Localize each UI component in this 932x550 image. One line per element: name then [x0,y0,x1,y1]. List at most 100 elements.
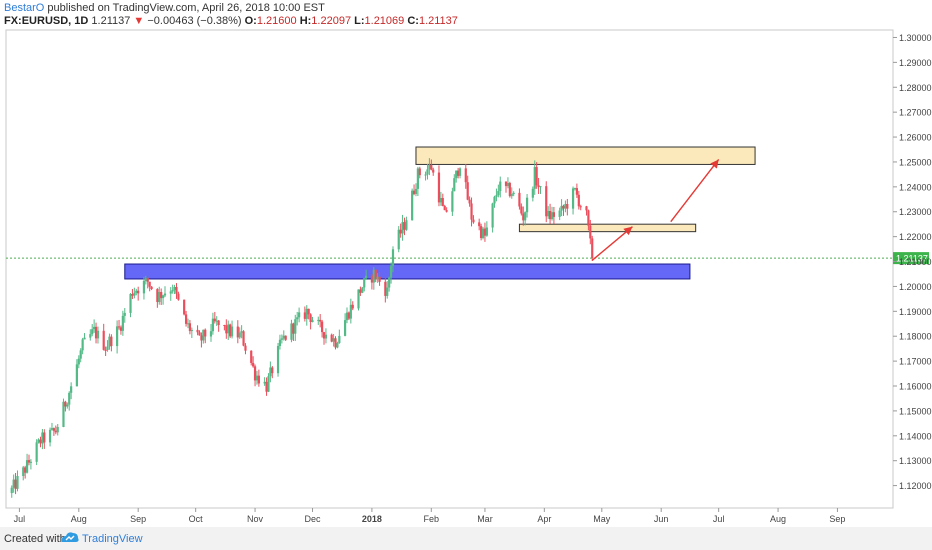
y-tick-label: 1.19000 [899,307,932,317]
x-tick-label: Oct [189,514,204,524]
candle-up [116,326,119,347]
candle-up [227,324,230,334]
close-label: C: [407,15,419,27]
candle-up [89,334,92,338]
candle-down [252,362,255,367]
publish-info: published on TradingView.com, April 26, … [47,2,325,14]
candle-up [278,339,282,346]
candle-down [137,290,140,294]
candle-up [539,186,542,188]
candle-up [453,178,456,192]
candle-down [587,210,590,226]
candle-down [198,332,201,336]
candle-up [211,318,215,332]
candle-down [566,204,569,209]
candle-up [564,204,567,209]
chart-header: BestarO published on TradingView.com, Ap… [4,2,458,28]
candle-down [24,467,27,473]
open-value: 1.21600 [256,15,297,27]
candle-down [472,219,475,223]
candle-up [171,290,174,292]
candle-down [223,325,226,327]
candle-up [108,336,111,347]
candle-up [106,346,109,351]
y-tick-label: 1.24000 [899,182,932,192]
candle-down [242,331,245,346]
y-tick-label: 1.26000 [899,133,932,143]
candle-down [577,194,580,207]
candle-up [133,292,136,296]
candle-up [439,198,442,203]
candle-up [290,323,293,340]
x-tick-label: Aug [770,514,786,524]
candle-up [411,190,414,221]
current-price-tag [893,252,929,265]
candle-up [324,334,328,339]
candle-up [493,196,496,204]
candle-down [236,326,239,338]
candle-down [322,332,326,339]
y-tick-label: 1.21000 [899,257,932,267]
footer-brand-link[interactable]: TradingView [82,533,143,545]
candle-down [518,192,521,207]
candle-up [361,287,364,293]
candle-up [142,280,146,294]
price-chart[interactable]: 1.21137 1.30000 1.29000 1.28000 1.27000 1.26… [0,0,932,527]
candle-up [481,228,485,239]
x-tick-label: Jun [654,514,669,524]
candle-up [25,460,29,473]
support-zone-blue [124,263,691,280]
candle-up [50,428,54,430]
symbol-label[interactable]: FX:EURUSD, 1D [4,15,89,27]
candle-up [386,287,389,296]
candle-up [282,335,285,339]
candle-up [573,188,577,190]
x-tick-label: Nov [247,514,264,524]
candle-up [451,191,454,212]
x-tick-label: Feb [424,514,440,524]
candle-down [334,338,337,348]
author-link[interactable]: BestarO [4,2,45,14]
candle-down [370,275,374,283]
candle-down [188,323,192,332]
last-price: 1.21137 [91,15,131,27]
y-tick-label: 1.16000 [899,382,932,392]
candle-up [62,401,65,427]
candle-down [552,212,556,217]
candle-down [303,312,306,319]
candle-up [79,350,82,359]
candle-up [280,338,283,340]
candle-up [12,479,15,488]
candle-up [560,205,563,211]
y-tick-label: 1.12000 [899,481,932,491]
candle-up [533,167,536,189]
candle-down [250,350,253,363]
candle-down [94,326,98,339]
candle-up [357,289,360,309]
candle-down [160,291,163,299]
x-tick-label: Jul [14,514,26,524]
projection-arrow [591,226,633,261]
candle-up [41,432,44,444]
candle-up [10,487,13,494]
candle-down [150,286,153,290]
candle-up [558,210,561,217]
x-tick-label: Aug [71,514,87,524]
candle-up [83,337,86,340]
candle-up [202,329,205,341]
candle-down [579,206,582,208]
candle-down [204,329,207,337]
candle-up [35,442,38,462]
candle-down [347,312,351,319]
candle-down [470,203,473,220]
candle-down [54,430,57,433]
footer-created-text: Created with [4,533,66,545]
candle-down [39,439,42,444]
tradingview-logo-icon[interactable] [60,530,80,549]
candle-up [372,269,375,283]
candle-down [229,324,232,337]
candle-up [215,320,218,322]
candle-down [508,182,511,197]
candle-down [52,428,55,431]
candle-up [363,278,366,288]
